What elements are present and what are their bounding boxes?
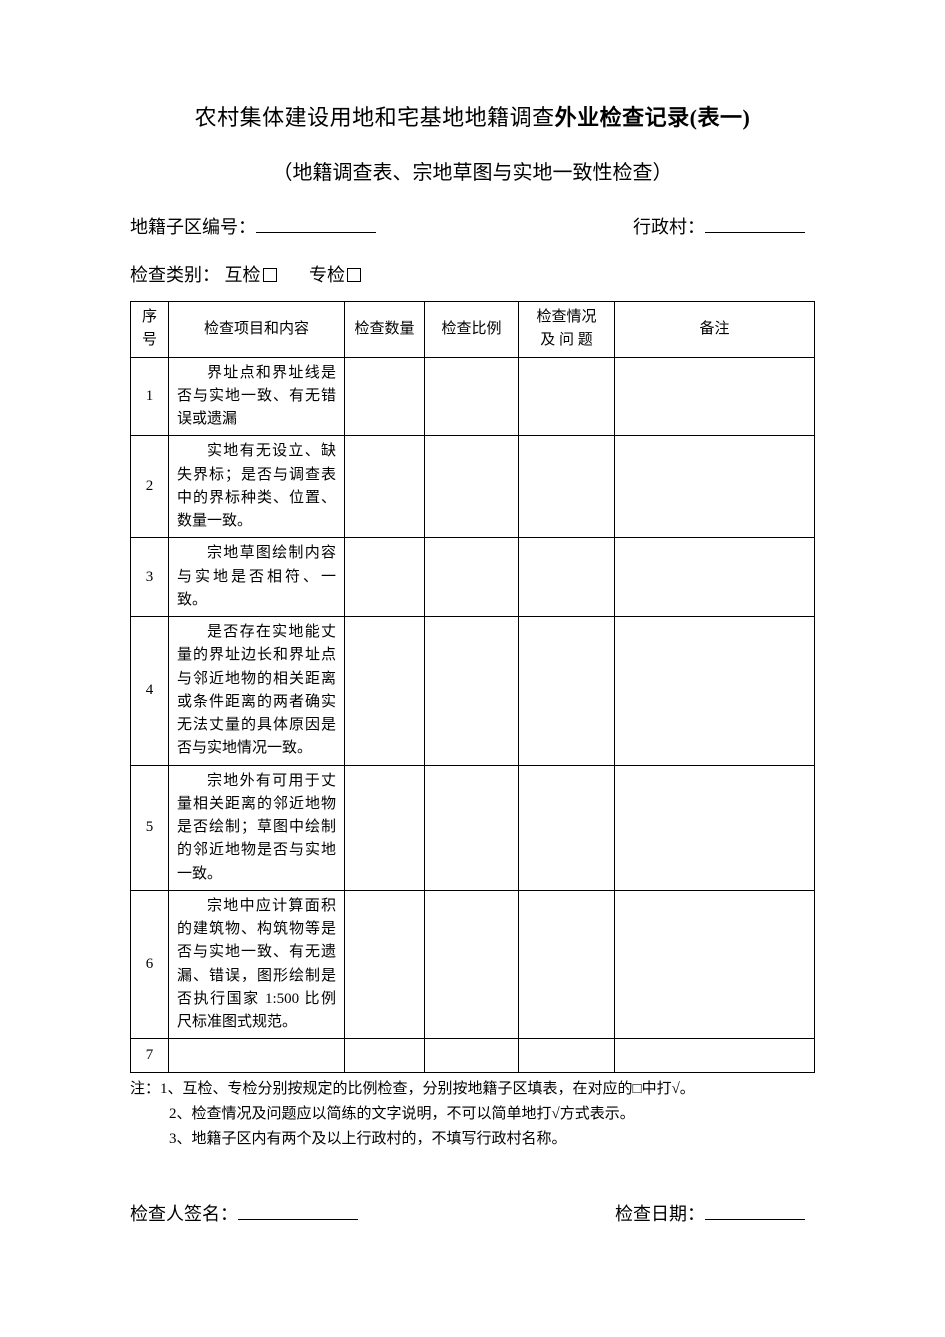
- subarea-input-line[interactable]: [256, 215, 376, 233]
- table-row: 2 实地有无设立、缺失界标；是否与调查表中的界标种类、位置、数量一致。: [131, 436, 815, 538]
- cell-issue[interactable]: [519, 765, 615, 890]
- check-type-row: 检查类别： 互检 专检: [130, 261, 815, 287]
- header-issue-line1: 检查情况: [525, 306, 608, 329]
- cell-ratio[interactable]: [425, 890, 519, 1039]
- cell-seq: 5: [131, 765, 169, 890]
- inspection-table: 序号 检查项目和内容 检查数量 检查比例 检查情况 及 问 题 备注 1 界址点…: [130, 301, 815, 1073]
- header-remark: 备注: [615, 302, 815, 358]
- header-issue: 检查情况 及 问 题: [519, 302, 615, 358]
- cell-qty[interactable]: [345, 890, 425, 1039]
- cell-item: 宗地草图绘制内容与实地是否相符、一致。: [169, 538, 345, 617]
- cell-ratio[interactable]: [425, 1039, 519, 1073]
- header-issue-line2: 及 问 题: [525, 329, 608, 352]
- cell-item: 宗地中应计算面积的建筑物、构筑物等是否与实地一致、有无遗漏、错误，图形绘制是否执…: [169, 890, 345, 1039]
- cell-issue[interactable]: [519, 357, 615, 436]
- special-check-label: 专检: [309, 265, 345, 285]
- cell-item[interactable]: [169, 1039, 345, 1073]
- cell-item: 实地有无设立、缺失界标；是否与调查表中的界标种类、位置、数量一致。: [169, 436, 345, 538]
- cell-issue[interactable]: [519, 436, 615, 538]
- signer-field-group: 检查人签名：: [130, 1200, 358, 1226]
- cell-seq: 7: [131, 1039, 169, 1073]
- signature-row: 检查人签名： 检查日期：: [130, 1200, 815, 1226]
- cell-issue[interactable]: [519, 890, 615, 1039]
- table-row: 6 宗地中应计算面积的建筑物、构筑物等是否与实地一致、有无遗漏、错误，图形绘制是…: [131, 890, 815, 1039]
- cell-item: 界址点和界址线是否与实地一致、有无错误或遗漏: [169, 357, 345, 436]
- table-row: 7: [131, 1039, 815, 1073]
- cell-remark[interactable]: [615, 890, 815, 1039]
- signer-label: 检查人签名：: [130, 1200, 238, 1226]
- cell-qty[interactable]: [345, 765, 425, 890]
- header-seq: 序号: [131, 302, 169, 358]
- special-checkbox[interactable]: [347, 268, 361, 282]
- cell-qty[interactable]: [345, 436, 425, 538]
- cell-remark[interactable]: [615, 765, 815, 890]
- cell-remark[interactable]: [615, 617, 815, 766]
- cell-seq: 3: [131, 538, 169, 617]
- cell-issue[interactable]: [519, 538, 615, 617]
- cell-ratio[interactable]: [425, 538, 519, 617]
- cell-seq: 1: [131, 357, 169, 436]
- cell-seq: 6: [131, 890, 169, 1039]
- cell-qty[interactable]: [345, 538, 425, 617]
- cell-ratio[interactable]: [425, 436, 519, 538]
- cell-issue[interactable]: [519, 1039, 615, 1073]
- village-input-line[interactable]: [705, 215, 805, 233]
- cell-seq: 2: [131, 436, 169, 538]
- date-field-group: 检查日期：: [615, 1200, 815, 1226]
- table-row: 5 宗地外有可用于丈量相关距离的邻近地物是否绘制；草图中绘制的邻近地物是否与实地…: [131, 765, 815, 890]
- subarea-label: 地籍子区编号：: [130, 213, 256, 239]
- title-prefix: 农村集体建设用地和宅基地地籍调查: [195, 105, 555, 130]
- notes-prefix: 注：: [130, 1081, 160, 1097]
- cell-seq: 4: [131, 617, 169, 766]
- note-line-3: 3、地籍子区内有两个及以上行政村的，不填写行政村名称。: [130, 1127, 815, 1152]
- table-row: 4 是否存在实地能丈量的界址边长和界址点与邻近地物的相关距离或条件距离的两者确实…: [131, 617, 815, 766]
- note-1-text: 1、互检、专检分别按规定的比例检查，分别按地籍子区填表，在对应的□中打√。: [160, 1081, 695, 1097]
- cell-item: 宗地外有可用于丈量相关距离的邻近地物是否绘制；草图中绘制的邻近地物是否与实地一致…: [169, 765, 345, 890]
- form-row-area: 地籍子区编号： 行政村：: [130, 213, 815, 239]
- cell-ratio[interactable]: [425, 765, 519, 890]
- cell-qty[interactable]: [345, 1039, 425, 1073]
- notes-section: 注：1、互检、专检分别按规定的比例检查，分别按地籍子区填表，在对应的□中打√。 …: [130, 1077, 815, 1151]
- date-input-line[interactable]: [705, 1202, 805, 1220]
- table-header-row: 序号 检查项目和内容 检查数量 检查比例 检查情况 及 问 题 备注: [131, 302, 815, 358]
- mutual-checkbox[interactable]: [263, 268, 277, 282]
- cell-issue[interactable]: [519, 617, 615, 766]
- header-ratio: 检查比例: [425, 302, 519, 358]
- date-label: 检查日期：: [615, 1200, 705, 1226]
- cell-remark[interactable]: [615, 436, 815, 538]
- header-item: 检查项目和内容: [169, 302, 345, 358]
- page-subtitle: （地籍调查表、宗地草图与实地一致性检查）: [130, 156, 815, 185]
- cell-remark[interactable]: [615, 357, 815, 436]
- cell-remark[interactable]: [615, 1039, 815, 1073]
- header-qty: 检查数量: [345, 302, 425, 358]
- table-row: 1 界址点和界址线是否与实地一致、有无错误或遗漏: [131, 357, 815, 436]
- note-line-2: 2、检查情况及问题应以简练的文字说明，不可以简单地打√方式表示。: [130, 1102, 815, 1127]
- title-bold: 外业检查记录(表一): [555, 105, 751, 130]
- village-field-group: 行政村：: [633, 213, 815, 239]
- cell-ratio[interactable]: [425, 357, 519, 436]
- page-title: 农村集体建设用地和宅基地地籍调查外业检查记录(表一): [130, 100, 815, 132]
- cell-item: 是否存在实地能丈量的界址边长和界址点与邻近地物的相关距离或条件距离的两者确实无法…: [169, 617, 345, 766]
- cell-qty[interactable]: [345, 617, 425, 766]
- cell-qty[interactable]: [345, 357, 425, 436]
- cell-remark[interactable]: [615, 538, 815, 617]
- village-label: 行政村：: [633, 213, 705, 239]
- note-line-1: 注：1、互检、专检分别按规定的比例检查，分别按地籍子区填表，在对应的□中打√。: [130, 1077, 815, 1102]
- check-type-label: 检查类别：: [130, 265, 220, 285]
- subarea-field-group: 地籍子区编号：: [130, 213, 376, 239]
- signer-input-line[interactable]: [238, 1202, 358, 1220]
- table-row: 3 宗地草图绘制内容与实地是否相符、一致。: [131, 538, 815, 617]
- mutual-check-label: 互检: [225, 265, 261, 285]
- cell-ratio[interactable]: [425, 617, 519, 766]
